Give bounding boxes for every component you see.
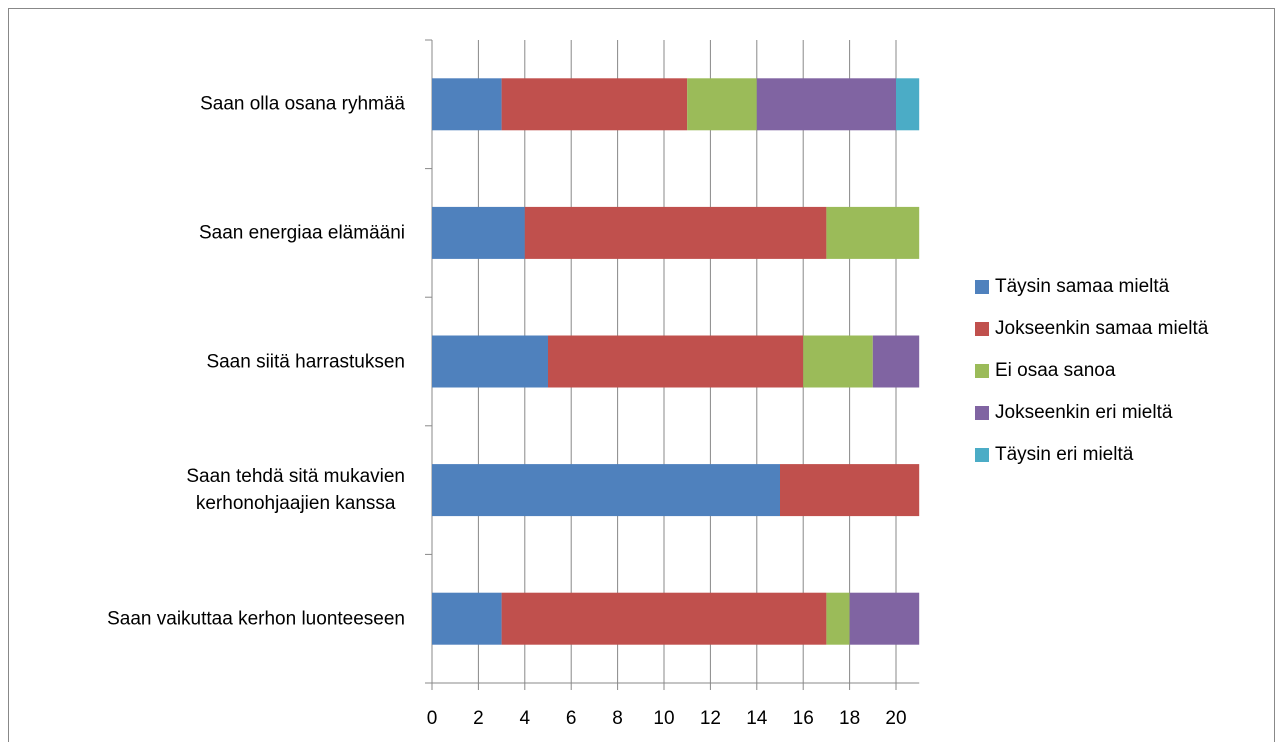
x-tick-label: 0	[427, 708, 438, 729]
bar-segment	[849, 592, 920, 645]
x-tick-label: 20	[885, 708, 906, 729]
bar-segment	[803, 335, 873, 388]
legend-label: Täysin samaa mieltä	[995, 276, 1170, 297]
x-tick-label: 12	[700, 708, 721, 729]
legend-swatch	[975, 280, 989, 294]
bar-segment	[432, 78, 502, 131]
y-tick-label: Saan vaikuttaa kerhon luonteeseen	[107, 608, 405, 630]
bar-segment	[826, 592, 850, 645]
bar-segment	[687, 78, 757, 131]
legend-label: Jokseenkin samaa mieltä	[995, 318, 1209, 339]
x-tick-label: 18	[839, 708, 860, 729]
bar-segment	[548, 335, 804, 388]
legend-label: Täysin eri mieltä	[995, 444, 1134, 465]
legend-label: Jokseenkin eri mieltä	[995, 402, 1173, 423]
x-tick-label: 16	[793, 708, 814, 729]
bar-segment	[826, 206, 920, 259]
bar-segment	[756, 78, 896, 131]
bar-segment	[872, 335, 920, 388]
x-tick-label: 14	[746, 708, 768, 729]
x-tick-label: 10	[653, 708, 674, 729]
legend-swatch	[975, 406, 989, 420]
bar-segment	[501, 78, 688, 131]
bar-segment	[780, 464, 920, 517]
x-tick-label: 4	[520, 708, 531, 729]
y-tick-label: Saan olla osana ryhmää	[200, 93, 405, 115]
legend-swatch	[975, 322, 989, 336]
legend-label: Ei osaa sanoa	[995, 360, 1116, 381]
bar-segment	[432, 592, 502, 645]
legend-swatch	[975, 448, 989, 462]
bar-segment	[501, 592, 827, 645]
bar-segment	[432, 464, 780, 517]
y-tick-label: Saan energiaa elämääni	[199, 222, 405, 244]
x-tick-label: 6	[566, 708, 577, 729]
bar-segment	[896, 78, 920, 131]
legend-swatch	[975, 364, 989, 378]
x-tick-label: 8	[612, 708, 623, 729]
bar-segment	[524, 206, 827, 259]
y-tick-label: Saan tehdä sitä mukavien kerhonohjaajien…	[186, 466, 405, 515]
x-tick-label: 2	[473, 708, 484, 729]
y-tick-label: Saan siitä harrastuksen	[206, 351, 405, 372]
bar-segment	[432, 206, 525, 259]
chart-frame	[8, 8, 1275, 742]
bar-segment	[432, 335, 548, 388]
